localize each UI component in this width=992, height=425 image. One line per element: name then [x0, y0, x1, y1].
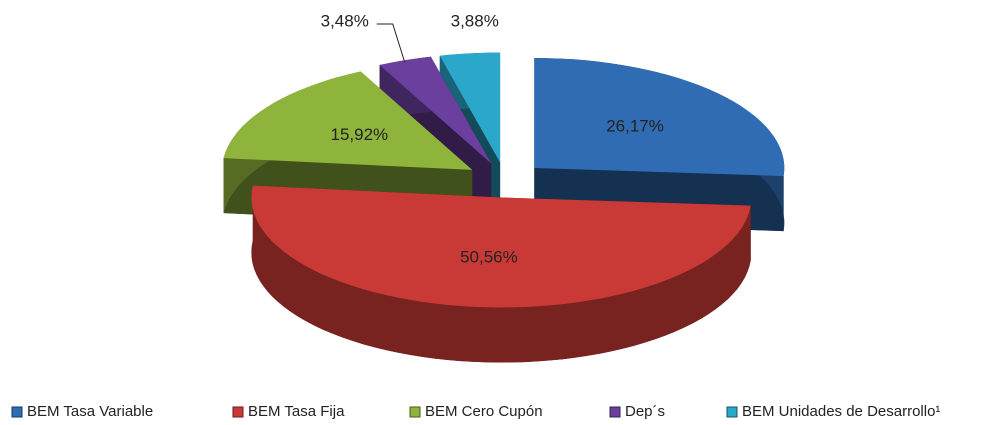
- legend-swatch: [232, 406, 244, 418]
- slice: [223, 71, 473, 170]
- slice: [439, 52, 501, 163]
- legend-swatch: [409, 406, 421, 418]
- legend-swatch: [11, 406, 23, 418]
- legend-item: Dep´s: [609, 403, 665, 420]
- slice: [534, 58, 785, 177]
- data-label: 3,48%: [321, 11, 369, 30]
- legend-item: BEM Tasa Fija: [232, 403, 345, 420]
- legend-item: BEM Cero Cupón: [409, 403, 543, 420]
- legend-label: BEM Tasa Variable: [27, 403, 153, 420]
- slice: [251, 185, 751, 308]
- legend-swatch: [726, 406, 738, 418]
- legend-label: BEM Cero Cupón: [425, 403, 543, 420]
- data-label: 26,17%: [606, 116, 664, 135]
- data-label: 50,56%: [460, 247, 518, 266]
- slice-side: [251, 185, 751, 363]
- data-label: 3,88%: [451, 11, 499, 30]
- legend-item: BEM Unidades de Desarrollo¹: [726, 403, 940, 420]
- slice: [251, 185, 751, 363]
- legend-item: BEM Tasa Variable: [11, 403, 153, 420]
- leader-line: [376, 23, 406, 63]
- legend-swatch: [609, 406, 621, 418]
- data-label: 15,92%: [331, 125, 389, 144]
- slice: [379, 56, 492, 164]
- legend-label: Dep´s: [625, 403, 665, 420]
- legend-label: BEM Unidades de Desarrollo¹: [742, 403, 940, 420]
- legend-label: BEM Tasa Fija: [248, 403, 345, 420]
